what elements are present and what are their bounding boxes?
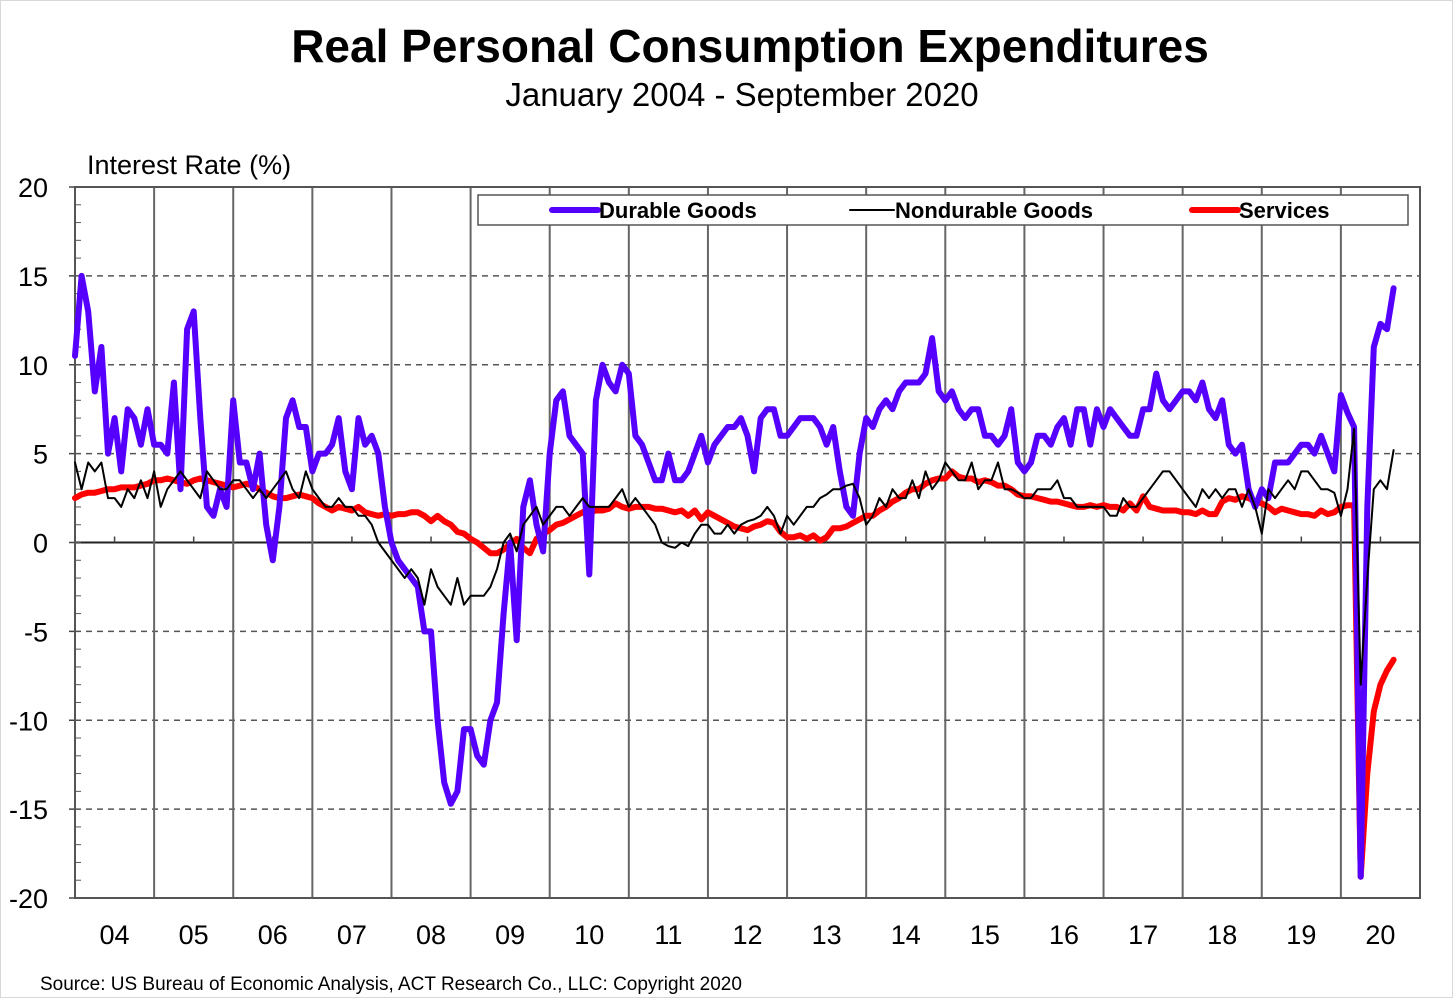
y-tick-label: 20: [18, 173, 48, 203]
x-tick-label: 13: [812, 920, 842, 950]
axes: 20 15 10 5 0 -5 -10 -15 -20 04 05 06 07 08 09 10 11 12 13 1…: [9, 173, 1421, 950]
y-tick-label: 15: [18, 262, 48, 292]
x-tick-label: 16: [1049, 920, 1079, 950]
chart-title: Real Personal Consumption Expenditures: [291, 20, 1209, 72]
legend-label: Durable Goods: [599, 198, 757, 223]
x-tick-label: 19: [1286, 920, 1316, 950]
y-tick-label: 5: [33, 440, 48, 470]
legend-label: Nondurable Goods: [895, 198, 1093, 223]
x-tick-label: 17: [1128, 920, 1158, 950]
x-tick-label: 11: [654, 920, 682, 950]
legend: Durable Goods Nondurable Goods Services: [477, 194, 1409, 226]
x-tick-label: 20: [1365, 920, 1395, 950]
x-tick-label: 14: [891, 920, 921, 950]
x-tick-label: 04: [100, 920, 130, 950]
x-tick-label: 12: [732, 920, 762, 950]
x-tick-label: 10: [574, 920, 604, 950]
source-note: Source: US Bureau of Economic Analysis, …: [40, 974, 742, 995]
y-tick-label: -10: [9, 706, 48, 736]
series-lines: [72, 272, 1397, 880]
x-tick-label: 06: [258, 920, 288, 950]
x-tick-label: 15: [970, 920, 1000, 950]
chart-subtitle: January 2004 - September 2020: [505, 76, 978, 113]
series-line-durable-goods: [72, 272, 1397, 880]
x-tick-label: 18: [1207, 920, 1237, 950]
y-axis-label: Interest Rate (%): [87, 150, 291, 180]
x-tick-label: 07: [337, 920, 367, 950]
x-tick-label: 05: [179, 920, 209, 950]
legend-box: [477, 194, 1409, 226]
plot-border: [74, 186, 1421, 899]
grid: [75, 186, 1420, 898]
y-tick-label: -15: [9, 795, 48, 825]
y-tick-label: -5: [24, 617, 48, 647]
x-tick-label: 09: [495, 920, 525, 950]
y-tick-label: -20: [9, 884, 48, 914]
x-tick-label: 08: [416, 920, 446, 950]
y-tick-label: 0: [33, 529, 48, 559]
y-tick-label: 10: [18, 351, 48, 381]
legend-label: Services: [1239, 198, 1330, 223]
